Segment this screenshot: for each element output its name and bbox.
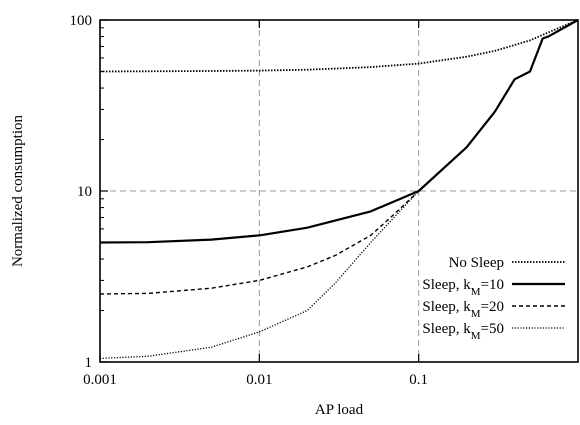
y-axis-label: Normalized consumption — [10, 114, 26, 267]
series-line-3 — [99, 190, 420, 295]
x-tick-label: 0.01 — [246, 372, 272, 388]
grid — [100, 20, 578, 362]
legend-label: Sleep, kM=10 — [422, 277, 504, 298]
x-tick-label: 0.001 — [83, 372, 117, 388]
axis-ticks: 0.001 0.01 0.1 1 10 100 — [70, 13, 429, 388]
legend-label: No Sleep — [449, 255, 504, 271]
x-tick-label: 0.1 — [409, 372, 428, 388]
series-line-2 — [99, 19, 579, 244]
series-layer — [99, 19, 579, 360]
legend-label: Sleep, kM=50 — [422, 321, 504, 342]
y-tick-label: 10 — [77, 184, 92, 200]
x-axis-label: AP load — [315, 402, 364, 418]
series-line-4 — [99, 190, 420, 360]
series-line-1 — [99, 19, 579, 73]
legend-label: Sleep, kM=20 — [422, 299, 504, 320]
y-tick-label: 1 — [85, 355, 93, 371]
y-tick-label: 100 — [70, 13, 93, 29]
